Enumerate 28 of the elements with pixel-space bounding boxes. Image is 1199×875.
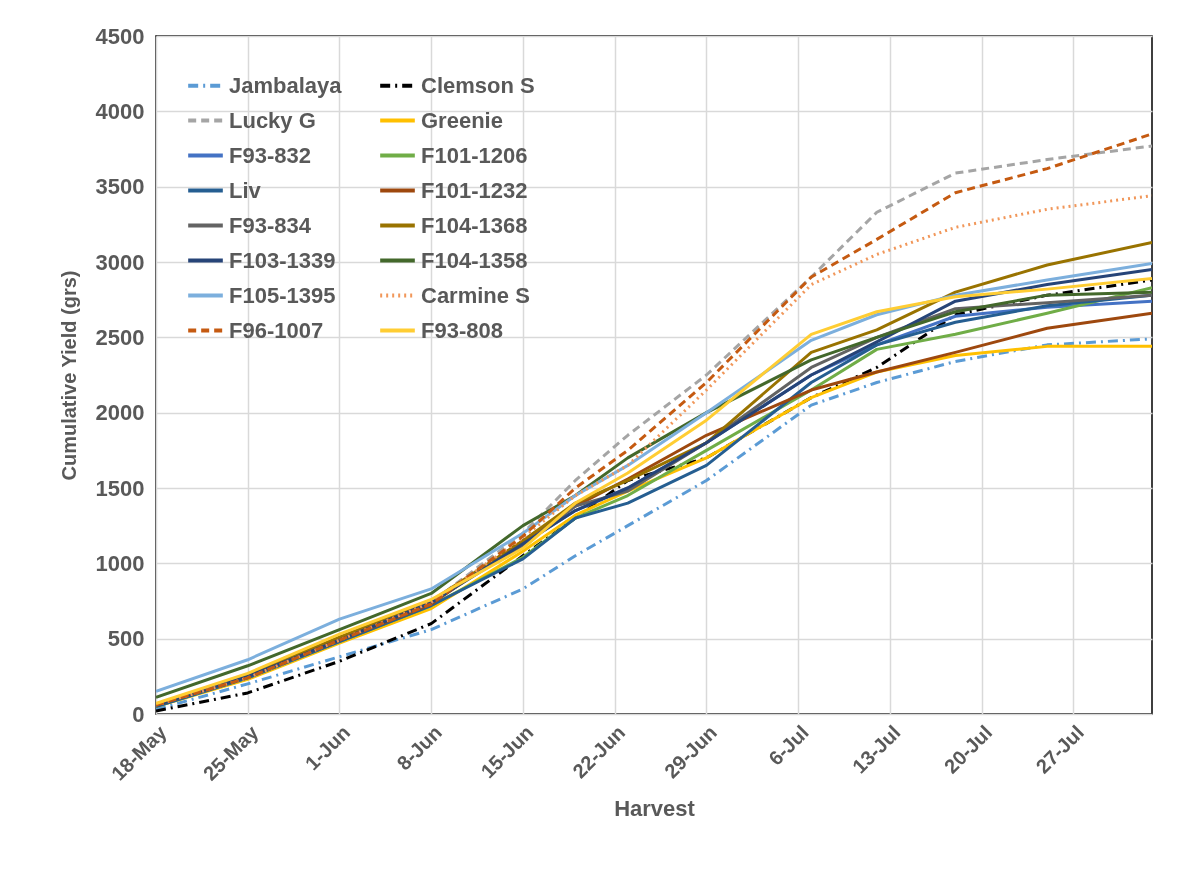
legend-label: F93-834 [229,212,312,238]
legend-label: Greenie [421,107,503,133]
legend-label: F96-1007 [229,317,324,343]
y-axis-title: Cumulative Yield (grs) [57,270,80,481]
legend-label: F101-1206 [421,142,528,168]
y-tick-label: 2500 [95,324,145,350]
x-axis-title: Harvest [614,795,696,821]
legend-label: Jambalaya [229,72,343,98]
legend-label: F104-1358 [421,247,528,273]
legend-label: F93-832 [229,142,311,168]
y-tick-label: 4000 [95,98,145,124]
legend-label: Liv [229,177,262,203]
y-tick-label: 500 [107,626,145,652]
legend-label: F93-808 [421,317,503,343]
legend-label: F104-1368 [421,212,528,238]
legend-label: Clemson S [421,72,535,98]
legend-label: Lucky G [229,107,316,133]
legend-label: Carmine S [421,282,530,308]
y-tick-label: 1000 [95,550,145,576]
legend-label: F105-1395 [229,282,336,308]
y-tick-label: 0 [132,701,145,727]
y-tick-label: 3500 [95,174,145,200]
y-tick-label: 3000 [95,249,145,275]
y-tick-label: 1500 [95,475,145,501]
legend-label: F101-1232 [421,177,528,203]
y-tick-label: 4500 [95,23,145,49]
y-tick-label: 2000 [95,400,145,426]
legend-label: F103-1339 [229,247,336,273]
